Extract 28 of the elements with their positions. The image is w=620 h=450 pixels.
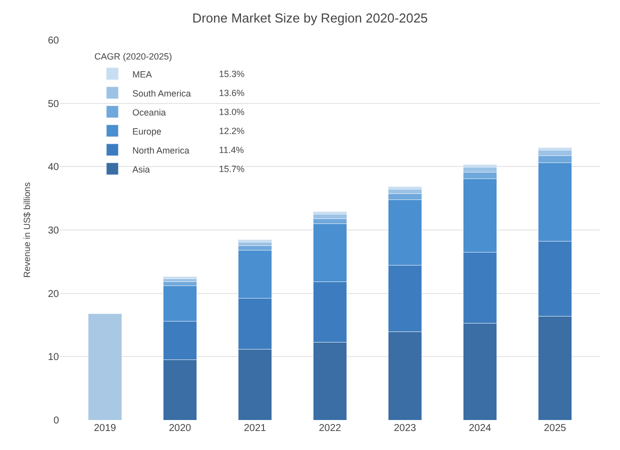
chart-title: Drone Market Size by Region 2020-2025 <box>192 10 428 26</box>
legend-label: Oceania <box>132 107 166 118</box>
legend-label: Asia <box>132 164 150 174</box>
legend-label: North America <box>132 145 190 156</box>
x-tick-label: 2025 <box>544 423 567 434</box>
bar <box>238 239 272 242</box>
x-tick-label: 2019 <box>94 423 117 434</box>
x-tick-label: 2021 <box>244 423 267 434</box>
legend-title: CAGR (2020-2025) <box>94 51 172 62</box>
x-tick-label: 2023 <box>394 423 417 434</box>
legend-label: MEA <box>132 69 152 80</box>
y-tick-label: 30 <box>48 226 60 236</box>
y-tick-label: 0 <box>53 416 60 426</box>
bar <box>88 313 122 420</box>
x-tick-label: 2022 <box>318 423 342 434</box>
y-axis-title: Revenue in US$ billions <box>22 182 32 278</box>
x-tick-label: 2020 <box>168 423 192 434</box>
legend-label: Europe <box>132 126 162 136</box>
x-tick-label: 2024 <box>468 423 492 434</box>
y-tick-label: 40 <box>48 162 60 174</box>
y-tick-label: 50 <box>48 98 60 110</box>
bar <box>162 278 198 282</box>
y-tick-label: 60 <box>48 36 60 46</box>
annotation: 15.3% 13.6% 13.0% 12.2% 11.4% 15.7% <box>219 69 245 174</box>
legend-label: South America <box>132 88 191 98</box>
y-tick-label: 20 <box>48 288 60 300</box>
y-tick-label: 10 <box>48 352 60 364</box>
bar <box>388 186 422 190</box>
